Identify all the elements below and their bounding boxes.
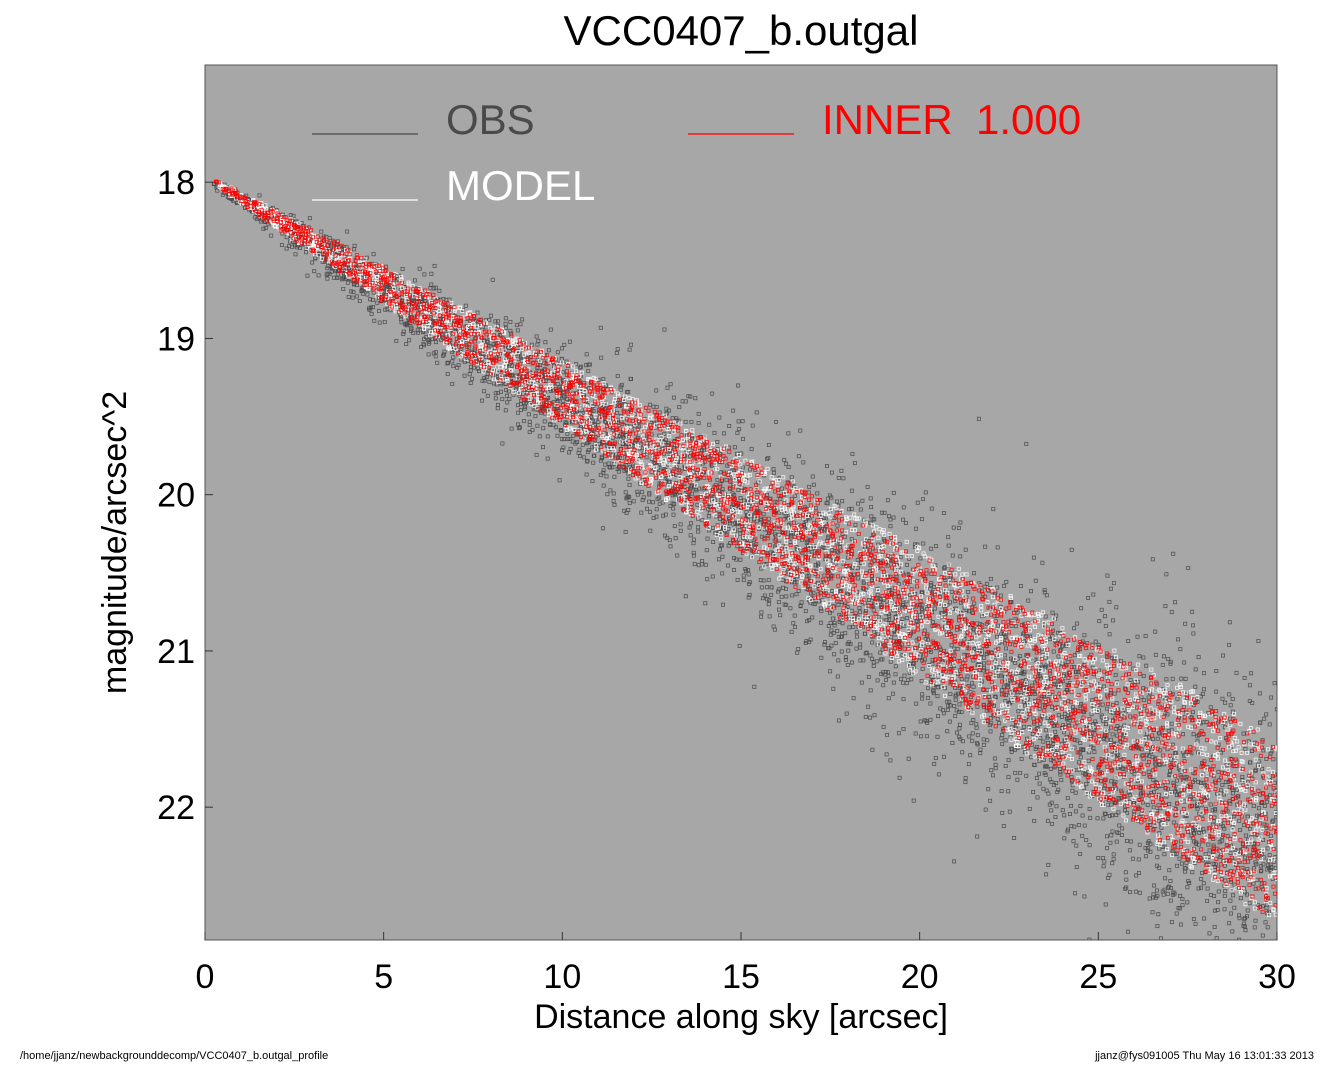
figure: 0510152025301819202122VCC0407_b.outgalDi… — [0, 0, 1344, 1075]
chart: 0510152025301819202122VCC0407_b.outgalDi… — [0, 0, 1344, 1075]
